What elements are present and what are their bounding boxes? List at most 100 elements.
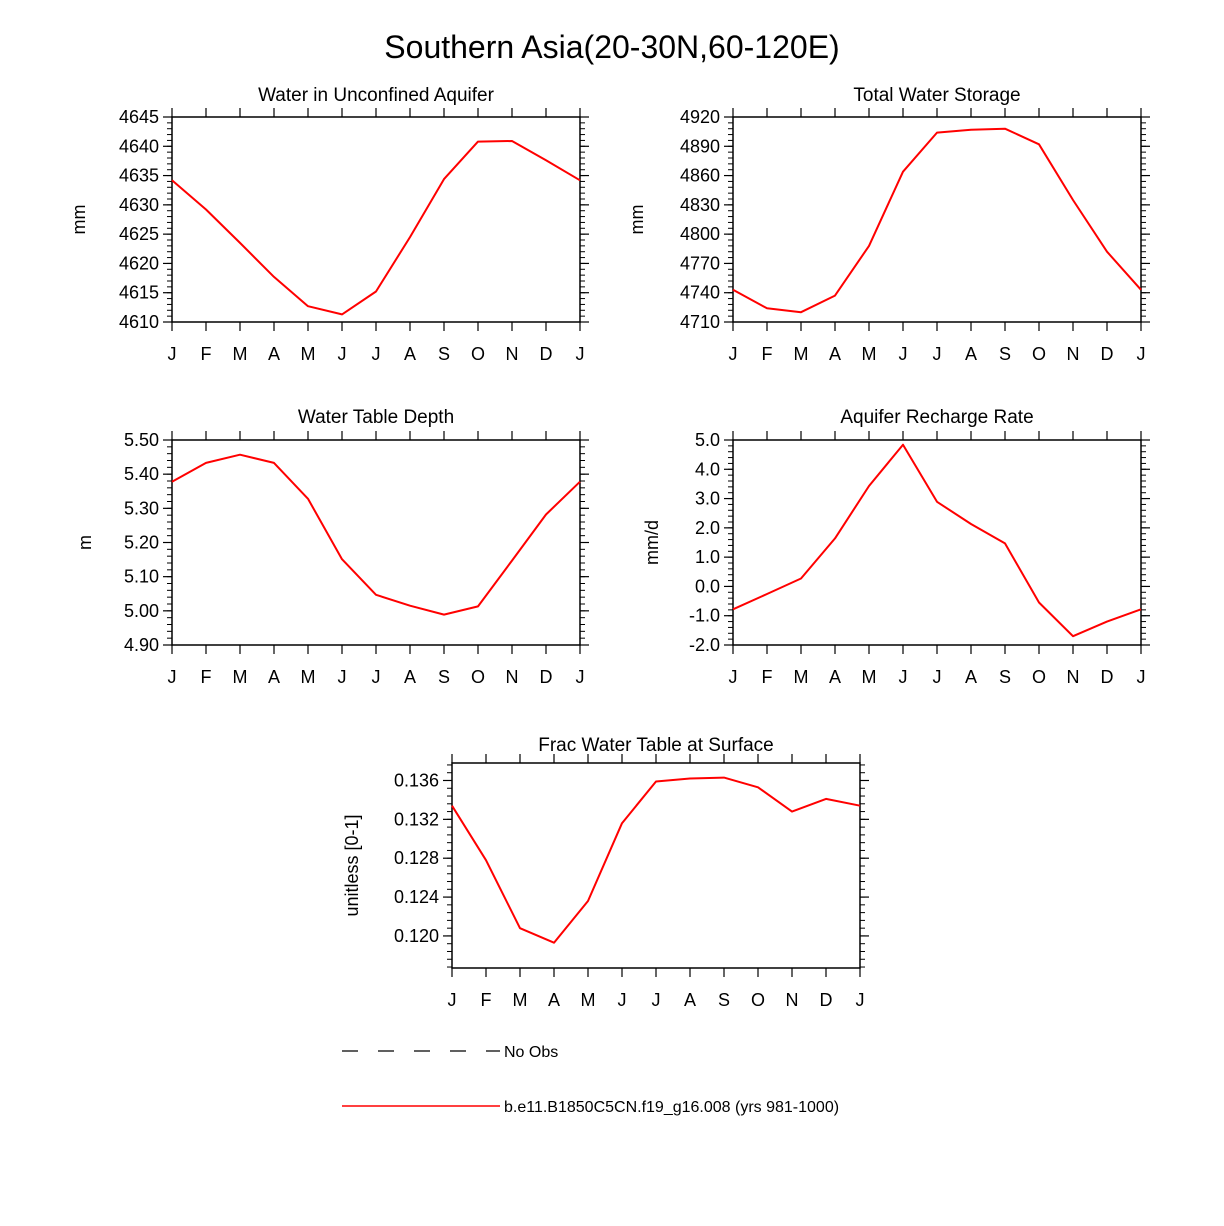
x-tick-label: J — [338, 667, 347, 687]
y-tick-label: 4.0 — [695, 459, 720, 479]
y-tick-label: 5.50 — [124, 430, 159, 450]
y-tick-label: 4860 — [680, 166, 720, 186]
x-tick-label: O — [1032, 344, 1046, 364]
panel-title: Water Table Depth — [298, 407, 454, 428]
panel-water-table-depth: Water Table Depth m J F M A M J J A S O N D J4.905.0… — [75, 407, 589, 687]
y-tick-label: 4615 — [119, 283, 159, 303]
y-tick-label: 0.0 — [695, 576, 720, 596]
y-axis-label: mm — [69, 205, 89, 235]
y-tick-label: 0.128 — [394, 848, 439, 868]
x-tick-label: A — [404, 667, 416, 687]
x-tick-label: M — [862, 667, 877, 687]
panel-title: Total Water Storage — [853, 85, 1020, 106]
x-tick-label: N — [786, 990, 799, 1010]
x-tick-label: S — [438, 667, 450, 687]
x-tick-label: M — [513, 990, 528, 1010]
y-tick-label: 4740 — [680, 283, 720, 303]
x-tick-label: O — [471, 667, 485, 687]
x-tick-label: A — [829, 667, 841, 687]
y-tick-label: 4620 — [119, 253, 159, 273]
x-tick-label: M — [233, 667, 248, 687]
series-line — [451, 776, 861, 944]
panel-title: Aquifer Recharge Rate — [840, 407, 1033, 428]
x-tick-label: J — [448, 990, 457, 1010]
x-tick-label: D — [820, 990, 833, 1010]
x-tick-label: A — [684, 990, 696, 1010]
x-tick-label: J — [899, 344, 908, 364]
x-tick-label: M — [862, 344, 877, 364]
y-tick-label: 4890 — [680, 136, 720, 156]
x-tick-label: M — [581, 990, 596, 1010]
y-tick-label: 4610 — [119, 312, 159, 332]
x-tick-label: J — [899, 667, 908, 687]
plot-frame — [451, 762, 861, 969]
y-axis-label: m — [75, 535, 95, 550]
legend-model-label: b.e11.B1850C5CN.f19_g16.008 (yrs 981-100… — [504, 1099, 839, 1116]
x-tick-label: A — [404, 344, 416, 364]
x-tick-label: J — [168, 344, 177, 364]
y-tick-label: 5.00 — [124, 601, 159, 621]
x-tick-label: F — [762, 667, 773, 687]
y-tick-label: 0.124 — [394, 887, 439, 907]
x-tick-label: S — [718, 990, 730, 1010]
x-tick-label: M — [794, 667, 809, 687]
x-tick-label: N — [506, 344, 519, 364]
plot-frame — [732, 439, 1142, 646]
y-tick-label: 0.136 — [394, 770, 439, 790]
x-tick-label: F — [201, 667, 212, 687]
x-tick-label: D — [540, 667, 553, 687]
legend: No Obs b.e11.B1850C5CN.f19_g16.008 (yrs … — [342, 1044, 839, 1116]
x-tick-label: S — [438, 344, 450, 364]
x-tick-label: S — [999, 344, 1011, 364]
panel-title: Frac Water Table at Surface — [538, 735, 774, 756]
panel-frac-water-table-at-surface: Frac Water Table at Surface unitless [0-… — [342, 735, 869, 1010]
x-tick-label: S — [999, 667, 1011, 687]
y-tick-label: 5.0 — [695, 430, 720, 450]
plot-frame — [732, 116, 1142, 323]
y-tick-label: 1.0 — [695, 547, 720, 567]
x-tick-label: M — [794, 344, 809, 364]
x-tick-label: N — [506, 667, 519, 687]
x-tick-label: J — [372, 344, 381, 364]
x-tick-label: J — [729, 667, 738, 687]
series-line — [171, 140, 581, 316]
legend-obs-label: No Obs — [504, 1044, 558, 1061]
y-tick-label: 4645 — [119, 107, 159, 127]
x-tick-label: O — [1032, 667, 1046, 687]
x-tick-label: F — [762, 344, 773, 364]
y-tick-label: 4920 — [680, 107, 720, 127]
x-tick-label: D — [540, 344, 553, 364]
x-tick-label: J — [1137, 667, 1146, 687]
x-tick-label: J — [372, 667, 381, 687]
plot-frame — [171, 439, 581, 646]
y-tick-label: 4630 — [119, 195, 159, 215]
x-tick-label: O — [751, 990, 765, 1010]
x-tick-label: A — [965, 667, 977, 687]
x-tick-label: M — [301, 667, 316, 687]
x-tick-label: J — [856, 990, 865, 1010]
y-tick-label: 5.10 — [124, 567, 159, 587]
y-tick-label: -2.0 — [689, 635, 720, 655]
x-tick-label: J — [618, 990, 627, 1010]
y-tick-label: 4770 — [680, 253, 720, 273]
y-tick-label: 4635 — [119, 166, 159, 186]
series-line — [171, 453, 581, 616]
y-tick-label: 5.40 — [124, 464, 159, 484]
y-tick-label: 5.20 — [124, 533, 159, 553]
y-tick-label: 4710 — [680, 312, 720, 332]
y-tick-label: 3.0 — [695, 489, 720, 509]
x-tick-label: A — [829, 344, 841, 364]
series-line — [732, 127, 1142, 314]
y-tick-label: 4.90 — [124, 635, 159, 655]
panel-title: Water in Unconfined Aquifer — [258, 85, 495, 106]
x-tick-label: J — [576, 344, 585, 364]
x-tick-label: M — [233, 344, 248, 364]
x-tick-label: A — [268, 344, 280, 364]
y-tick-label: 5.30 — [124, 498, 159, 518]
x-tick-label: N — [1067, 667, 1080, 687]
x-tick-label: A — [268, 667, 280, 687]
x-tick-label: J — [729, 344, 738, 364]
